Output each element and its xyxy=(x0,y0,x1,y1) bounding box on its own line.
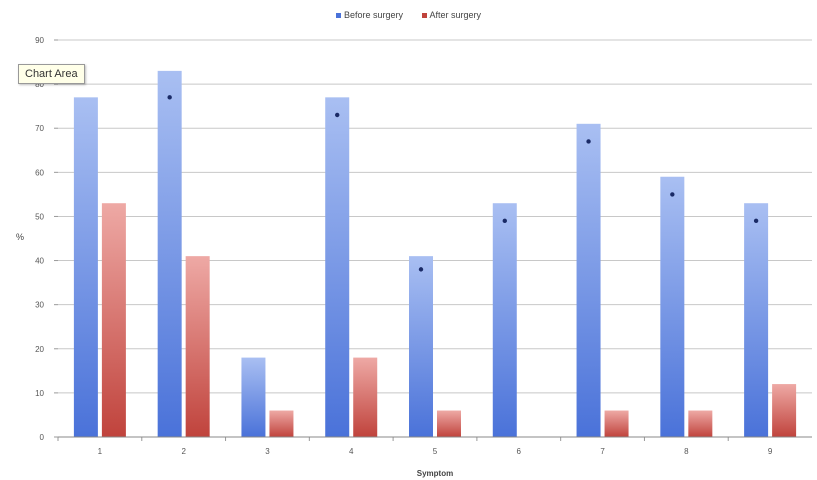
y-tick-label: 10 xyxy=(35,389,44,398)
marker-point xyxy=(418,267,424,272)
x-axis-ticks: 1 2 3 4 5 6 7 8 9 xyxy=(57,437,773,456)
bar-after xyxy=(353,357,378,437)
bar-before xyxy=(576,123,601,438)
y-tick-label: 90 xyxy=(35,36,44,45)
legend-swatch-before xyxy=(335,13,341,19)
y-tick-label: 20 xyxy=(35,345,44,354)
y-tick-label: 60 xyxy=(35,168,44,177)
chart-legend: Before surgery After surgery xyxy=(0,10,817,20)
y-tick-label: 0 xyxy=(40,433,45,442)
y-tick-label: 80 xyxy=(35,80,44,89)
legend-label-before: Before surgery xyxy=(343,10,403,20)
bar-before xyxy=(73,97,98,437)
x-tick-label: 6 xyxy=(517,447,522,456)
bar-before xyxy=(325,97,350,437)
markers xyxy=(167,95,759,272)
bar-before xyxy=(157,70,182,437)
marker-point xyxy=(167,95,172,100)
bar-before xyxy=(492,203,517,437)
legend-item-after: After surgery xyxy=(421,10,482,20)
marker-point xyxy=(502,218,507,224)
bar-after xyxy=(604,410,629,437)
y-axis-label: % xyxy=(16,232,24,242)
marker-point xyxy=(586,139,591,144)
x-tick-label: 5 xyxy=(433,447,438,456)
y-tick-label: 70 xyxy=(35,124,44,133)
bar-after xyxy=(437,410,461,437)
bar-after xyxy=(101,203,126,437)
marker-point xyxy=(335,112,340,118)
legend-item-before: Before surgery xyxy=(335,10,403,20)
bar-before xyxy=(744,203,769,437)
bar-before xyxy=(409,256,433,437)
x-tick-label: 3 xyxy=(265,447,270,456)
x-tick-label: 9 xyxy=(768,447,773,456)
x-axis-label: Symptom xyxy=(417,469,453,478)
bar-after xyxy=(185,256,210,437)
y-axis-ticks: 0 10 20 30 40 50 60 70 80 90 xyxy=(35,36,58,442)
legend-swatch-after xyxy=(421,13,427,19)
x-tick-label: 8 xyxy=(684,447,689,456)
x-tick-label: 4 xyxy=(349,447,354,456)
y-tick-label: 30 xyxy=(35,301,44,310)
bar-before xyxy=(241,357,266,437)
bar-after xyxy=(269,410,294,437)
x-tick-label: 2 xyxy=(181,447,186,456)
legend-label-after: After surgery xyxy=(429,10,482,20)
bar-before xyxy=(660,176,685,437)
x-tick-label: 1 xyxy=(98,447,103,456)
y-tick-label: 50 xyxy=(35,212,44,221)
bar-after xyxy=(688,410,713,437)
bar-after xyxy=(772,384,797,437)
bars xyxy=(73,70,797,438)
x-tick-label: 7 xyxy=(600,447,605,456)
marker-point xyxy=(753,218,759,224)
chart-area-tooltip: Chart Area xyxy=(18,64,85,84)
y-tick-label: 40 xyxy=(35,257,44,266)
marker-point xyxy=(670,192,675,197)
